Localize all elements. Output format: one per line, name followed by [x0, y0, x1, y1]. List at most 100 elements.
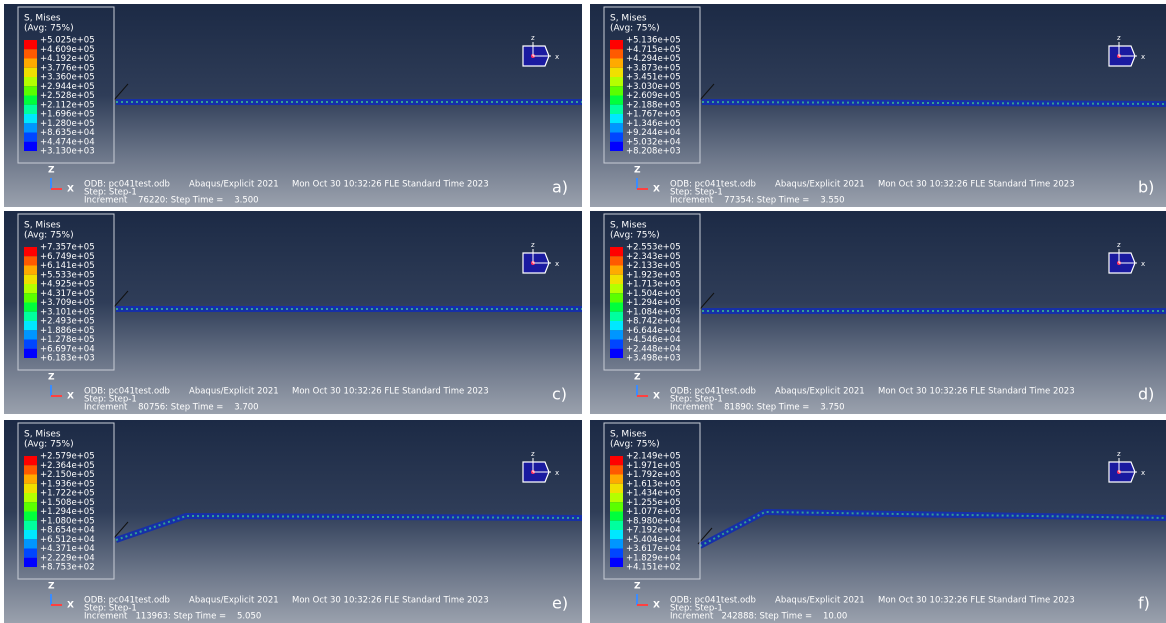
legend-swatch	[24, 114, 37, 123]
legend-swatch	[610, 340, 623, 349]
legend-swatch	[24, 59, 37, 68]
legend-swatch	[24, 284, 37, 293]
increment-info: Increment 77354: Step Time = 3.550	[670, 196, 845, 206]
triad-z-label: z	[531, 450, 535, 458]
axis-z-label: Z	[48, 373, 55, 383]
legend-swatch	[610, 266, 623, 275]
legend-swatch	[610, 275, 623, 284]
legend-swatch	[610, 321, 623, 330]
legend-swatch	[610, 40, 623, 49]
legend-swatch	[24, 465, 37, 474]
viewport-panel: S, Mises(Avg: 75%)+5.136e+05+4.715e+05+4…	[590, 4, 1166, 207]
viewport-panel: S, Mises(Avg: 75%)+2.579e+05+2.364e+05+2…	[4, 420, 582, 623]
triad-z-label: z	[1117, 241, 1121, 249]
legend-swatch	[24, 303, 37, 312]
legend-swatch	[610, 96, 623, 105]
viewport-panel: S, Mises(Avg: 75%)+7.357e+05+6.749e+05+6…	[4, 211, 582, 414]
triad-z-label: z	[531, 241, 535, 249]
triad-x-label: x	[1141, 469, 1145, 477]
triad-x-label: x	[555, 260, 559, 268]
timestamp: Mon Oct 30 10:32:26 FLE Standard Time 20…	[878, 387, 1075, 397]
legend-swatch	[24, 133, 37, 142]
legend-swatch	[24, 256, 37, 265]
legend-swatch	[24, 142, 37, 151]
legend-swatch	[610, 77, 623, 86]
legend-swatch	[610, 456, 623, 465]
legend-value: +8.753e+02	[40, 563, 95, 573]
legend-swatch	[24, 558, 37, 567]
legend-swatch	[610, 549, 623, 558]
panel-label: b)	[1138, 178, 1154, 197]
legend-swatch	[24, 123, 37, 132]
legend-title: S, Mises	[24, 221, 61, 231]
panel-label: d)	[1138, 385, 1154, 404]
timestamp: Mon Oct 30 10:32:26 FLE Standard Time 20…	[878, 180, 1075, 190]
solver-version: Abaqus/Explicit 2021	[775, 596, 865, 606]
viewport-panel: S, Mises(Avg: 75%)+2.553e+05+2.343e+05+2…	[590, 211, 1166, 414]
legend-swatch	[610, 293, 623, 302]
legend-swatch	[610, 247, 623, 256]
legend-average: (Avg: 75%)	[610, 440, 660, 450]
solver-version: Abaqus/Explicit 2021	[189, 180, 279, 190]
legend-swatch	[610, 312, 623, 321]
legend-swatch	[24, 247, 37, 256]
legend-swatch	[610, 86, 623, 95]
legend-average: (Avg: 75%)	[610, 24, 660, 34]
legend-swatch	[24, 68, 37, 77]
legend-swatch	[610, 123, 623, 132]
legend-swatch	[24, 475, 37, 484]
legend-swatch	[24, 105, 37, 114]
panel-label: c)	[552, 385, 567, 404]
legend-value: +3.130e+03	[40, 147, 95, 157]
legend-swatch	[24, 96, 37, 105]
axis-z-label: Z	[634, 373, 641, 383]
axis-x-label: X	[67, 185, 74, 195]
legend-swatch	[610, 484, 623, 493]
legend-title: S, Mises	[24, 430, 61, 440]
viewport-panel: S, Mises(Avg: 75%)+2.149e+05+1.971e+05+1…	[590, 420, 1166, 623]
triad-z-label: z	[531, 34, 535, 42]
increment-info: Increment 76220: Step Time = 3.500	[84, 196, 259, 206]
legend-swatch	[24, 49, 37, 58]
legend-swatch	[24, 349, 37, 358]
legend-swatch	[24, 40, 37, 49]
legend-swatch	[24, 484, 37, 493]
axis-x-label: X	[653, 185, 660, 195]
triad-x-label: x	[1141, 53, 1145, 61]
timestamp: Mon Oct 30 10:32:26 FLE Standard Time 20…	[292, 596, 489, 606]
increment-info: Increment 80756: Step Time = 3.700	[84, 403, 259, 413]
legend-swatch	[610, 475, 623, 484]
increment-info: Increment 113963: Step Time = 5.050	[84, 612, 261, 622]
timestamp: Mon Oct 30 10:32:26 FLE Standard Time 20…	[292, 387, 489, 397]
legend-swatch	[610, 68, 623, 77]
panel-label: e)	[552, 594, 568, 613]
legend-swatch	[24, 512, 37, 521]
legend-swatch	[610, 493, 623, 502]
solver-version: Abaqus/Explicit 2021	[189, 387, 279, 397]
legend-swatch	[24, 493, 37, 502]
viewport-panel: S, Mises(Avg: 75%)+5.025e+05+4.609e+05+4…	[4, 4, 582, 207]
legend-value: +8.208e+03	[626, 147, 681, 157]
legend-swatch	[610, 539, 623, 548]
increment-info: Increment 81890: Step Time = 3.750	[670, 403, 845, 413]
legend-swatch	[24, 266, 37, 275]
legend-swatch	[610, 256, 623, 265]
legend-swatch	[610, 303, 623, 312]
legend-value: +3.498e+03	[626, 354, 681, 364]
legend-swatch	[24, 521, 37, 530]
axis-z-label: Z	[48, 582, 55, 592]
solver-version: Abaqus/Explicit 2021	[775, 387, 865, 397]
legend-swatch	[610, 558, 623, 567]
legend-swatch	[24, 86, 37, 95]
axis-x-label: X	[67, 392, 74, 402]
legend-title: S, Mises	[610, 221, 647, 231]
axis-x-label: X	[653, 601, 660, 611]
legend-swatch	[610, 530, 623, 539]
legend-average: (Avg: 75%)	[24, 440, 74, 450]
panel-label: a)	[552, 178, 568, 197]
legend-swatch	[24, 77, 37, 86]
legend-title: S, Mises	[610, 430, 647, 440]
increment-info: Increment 242888: Step Time = 10.00	[670, 612, 847, 622]
axis-z-label: Z	[634, 166, 641, 176]
legend-swatch	[24, 275, 37, 284]
